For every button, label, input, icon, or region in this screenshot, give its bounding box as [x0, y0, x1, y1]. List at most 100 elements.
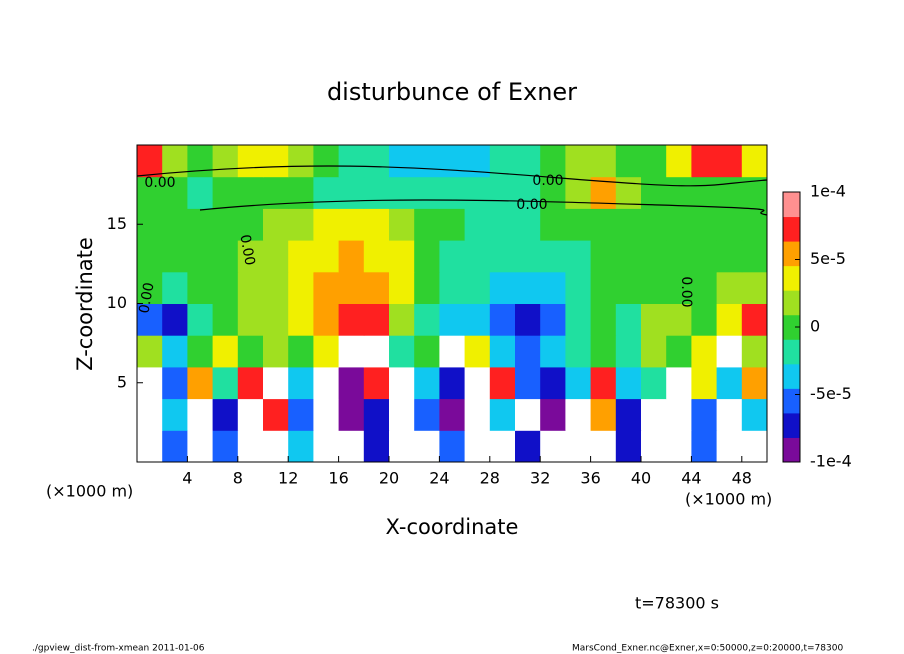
field-cell	[137, 335, 163, 368]
field-cell	[237, 271, 264, 304]
field-cell	[137, 145, 163, 178]
field-cell	[590, 303, 617, 336]
field-cell	[615, 208, 642, 241]
field-cell	[464, 271, 491, 304]
field-cell	[615, 240, 642, 273]
field-cell	[515, 271, 541, 304]
field-cell	[741, 271, 768, 304]
field-cell	[666, 398, 692, 431]
field-cell	[212, 335, 239, 368]
y-tick-label: 10	[107, 293, 127, 312]
field-cell	[540, 145, 566, 178]
field-cell	[489, 398, 516, 431]
field-cell	[288, 303, 314, 336]
field-cell	[414, 208, 440, 241]
field-cell	[716, 430, 743, 463]
field-cell	[338, 430, 365, 463]
field-cell	[641, 176, 667, 209]
field-cell	[288, 430, 314, 463]
field-cell	[338, 398, 365, 431]
field-cell	[666, 145, 692, 178]
contour-label: 0.00	[236, 233, 257, 266]
field-cell	[288, 240, 314, 273]
colorbar-band	[783, 412, 800, 438]
field-cell	[288, 145, 314, 178]
field-cell	[515, 303, 541, 336]
field-cell	[741, 430, 768, 463]
field-cell	[439, 430, 466, 463]
field-cell	[691, 240, 718, 273]
field-cell	[137, 240, 163, 273]
field-cell	[237, 145, 264, 178]
field-cell	[414, 303, 440, 336]
field-cell	[691, 335, 718, 368]
field-cell	[389, 430, 415, 463]
field-cell	[414, 335, 440, 368]
field-cell	[162, 430, 188, 463]
field-cell	[363, 366, 390, 400]
field-cell	[464, 303, 491, 336]
field-cell	[590, 335, 617, 368]
x-tick-label: 48	[732, 469, 752, 488]
field-cell	[489, 366, 516, 400]
field-cell	[313, 176, 340, 209]
field-cell	[263, 145, 289, 178]
field-cell	[615, 303, 642, 336]
field-cell	[565, 271, 592, 304]
field-cell	[540, 208, 566, 241]
field-cell	[615, 366, 642, 400]
field-cell	[666, 430, 692, 463]
field-cell	[716, 240, 743, 273]
field-cell	[288, 271, 314, 304]
field-cell	[691, 398, 718, 431]
field-cell	[515, 240, 541, 273]
x-unit: (×1000 m)	[685, 490, 772, 509]
contour-label: 0.00	[678, 276, 694, 307]
field-cell	[741, 208, 768, 241]
field-cell	[515, 335, 541, 368]
field-cell	[414, 240, 440, 273]
field-cell	[414, 430, 440, 463]
field-cell	[389, 271, 415, 304]
field-cell	[540, 430, 566, 463]
field-cell	[439, 303, 466, 336]
field-cell	[263, 208, 289, 241]
field-cell	[137, 430, 163, 463]
contour-line	[136, 165, 768, 187]
colorbar-band	[783, 241, 800, 267]
colorbar-tick-label: 1e-4	[810, 182, 846, 201]
time-label: t=78300 s	[635, 594, 719, 613]
field-cell	[389, 303, 415, 336]
field-cell	[263, 271, 289, 304]
field-cell	[515, 176, 541, 209]
footer-right: MarsCond_Exner.nc@Exner,x=0:50000,z=0:20…	[572, 644, 843, 654]
field-cell	[137, 303, 163, 336]
field-cell	[313, 398, 340, 431]
field-cell	[389, 335, 415, 368]
field-cell	[489, 145, 516, 178]
field-cell	[187, 335, 214, 368]
field-cell	[515, 366, 541, 400]
field-cell	[515, 145, 541, 178]
field-cell	[363, 398, 390, 431]
field-cell	[389, 208, 415, 241]
field-cell	[338, 271, 365, 304]
field-cell	[363, 240, 390, 273]
field-cell	[741, 398, 768, 431]
field-cell	[464, 398, 491, 431]
field-cell	[288, 208, 314, 241]
field-cell	[313, 335, 340, 368]
field-cell	[313, 208, 340, 241]
colorbar-band	[783, 192, 800, 218]
field-cell	[313, 366, 340, 400]
field-cell	[187, 303, 214, 336]
x-tick-label: 36	[580, 469, 600, 488]
field-cell	[464, 366, 491, 400]
field-cell	[666, 176, 692, 209]
field-cell	[439, 240, 466, 273]
field-cell	[212, 145, 239, 178]
field-cell	[137, 398, 163, 431]
field-cell	[666, 366, 692, 400]
field-cell	[464, 208, 491, 241]
field-cell	[363, 303, 390, 336]
